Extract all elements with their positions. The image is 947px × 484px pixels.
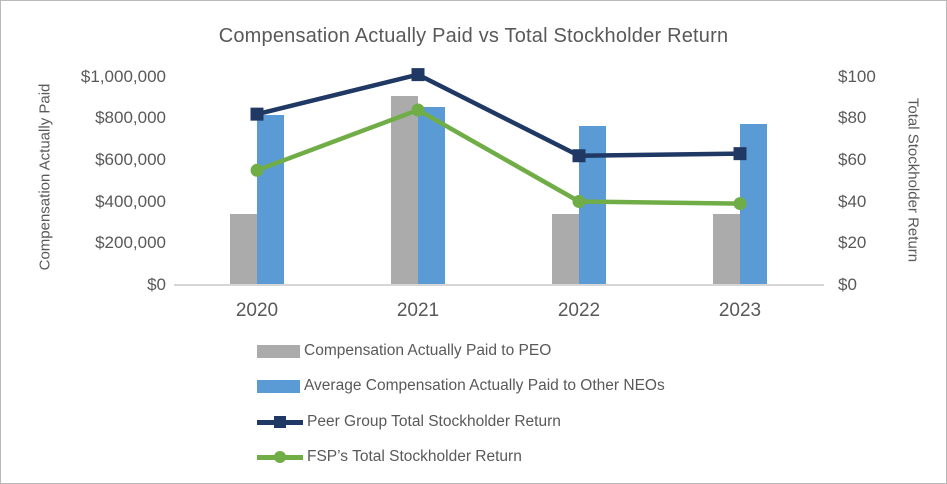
legend-item: Average Compensation Actually Paid to Ot… [257, 373, 665, 399]
fsp-line-legend-swatch [257, 450, 303, 464]
legend-item: Peer Group Total Stockholder Return [257, 409, 561, 435]
bar-peo [391, 96, 418, 285]
right-axis-tick-label: $0 [838, 274, 857, 294]
fsp-tsr-marker [250, 163, 264, 177]
square-marker-icon [274, 416, 286, 428]
x-axis-label-2020: 2020 [235, 300, 279, 321]
fsp-tsr-marker [733, 197, 747, 211]
peer-group-tsr-marker [733, 147, 747, 161]
right-axis-tick-label: $60 [838, 149, 867, 169]
legend-item-label: Average Compensation Actually Paid to Ot… [304, 377, 665, 394]
circle-marker-icon [274, 451, 286, 463]
legend-item-label: FSP’s Total Stockholder Return [307, 448, 522, 465]
peer-group-tsr-marker [411, 68, 425, 82]
bar-neo [257, 115, 284, 285]
bar-peo [713, 213, 740, 285]
bar-peo [230, 213, 257, 285]
left-axis-tick-label: $0 [147, 274, 166, 294]
x-axis-label-2023: 2023 [718, 300, 762, 321]
left-axis-tick-label: $200,000 [95, 233, 166, 253]
right-axis-tick-label: $100 [838, 66, 876, 86]
peer-line-legend-swatch [257, 415, 303, 429]
peer-group-tsr-marker [572, 149, 586, 163]
peer-group-tsr-line [256, 72, 741, 158]
bar-peo [552, 213, 579, 285]
legend-item-label: Compensation Actually Paid to PEO [304, 342, 552, 359]
legend-item: Compensation Actually Paid to PEO [257, 338, 551, 364]
right-axis-tick-label: $40 [838, 191, 867, 211]
fsp-tsr-marker [411, 103, 425, 117]
left-axis-tick-label: $600,000 [95, 149, 166, 169]
fsp-tsr-line [256, 107, 741, 206]
x-axis-label-2022: 2022 [557, 300, 601, 321]
left-axis-tick-label: $800,000 [95, 108, 166, 128]
left-axis-tick-label: $1,000,000 [80, 66, 166, 86]
x-axis-line [174, 284, 824, 286]
neo-bar-legend-swatch [257, 379, 300, 393]
left-axis-tick-label: $400,000 [95, 191, 166, 211]
x-axis-label-2021: 2021 [396, 300, 440, 321]
peo-bar-legend-swatch [257, 344, 300, 358]
right-axis-tick-label: $80 [838, 108, 867, 128]
peer-group-tsr-marker [250, 107, 264, 121]
bar-neo [418, 106, 445, 285]
legend-item: FSP’s Total Stockholder Return [257, 444, 522, 470]
right-axis-tick-label: $20 [838, 233, 867, 253]
fsp-tsr-marker [572, 195, 586, 208]
chart-title: Compensation Actually Paid vs Total Stoc… [218, 25, 729, 47]
legend-item-label: Peer Group Total Stockholder Return [307, 413, 561, 430]
